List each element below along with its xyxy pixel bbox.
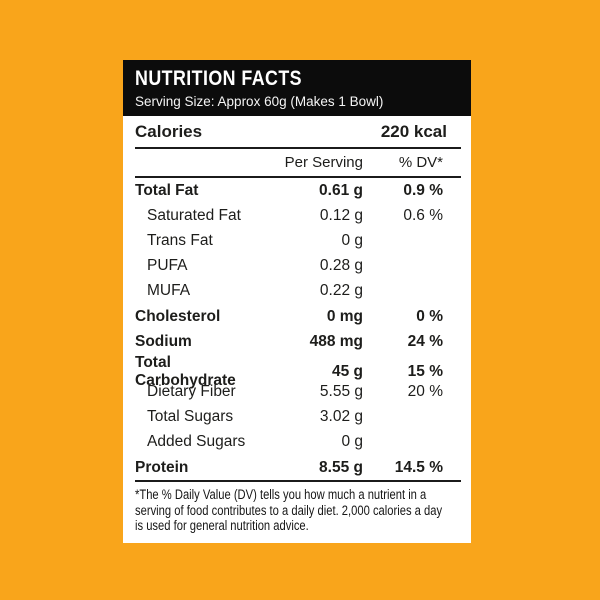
table-row: Cholesterol 0 mg 0 % [135,304,461,329]
nutrient-dv: 14.5 % [394,458,443,476]
table-row: MUFA 0.22 g [135,279,461,304]
nutrient-label: Dietary Fiber [147,383,236,401]
nutrient-label: Saturated Fat [147,206,241,224]
nutrient-label: MUFA [147,282,191,300]
nutrient-amount: 0.28 g [319,257,363,275]
nutrient-label: Total Carbohydrate [135,354,236,390]
nutrient-label: Trans Fat [147,231,213,249]
nutrient-amount: 3.02 g [319,408,363,426]
nutrient-label: PUFA [147,257,188,275]
nutrient-amount: 0 mg [326,307,363,325]
table-row: Added Sugars 0 g [135,430,461,455]
divider-above-footnote [135,480,461,483]
daily-value-footnote: *The % Daily Value (DV) tells you how mu… [135,482,462,534]
calories-value: 220 kcal [380,121,447,141]
nutrient-amount: 0.22 g [319,282,363,300]
nutrient-amount: 488 mg [309,332,363,350]
table-row: PUFA 0.28 g [135,254,461,279]
table-row: Total Carbohydrate 45 g 15 % [135,354,461,389]
nutrient-amount: 0 g [341,231,363,249]
divider-under-calories [135,147,461,149]
table-row: Total Fat 0.61 g 0.9 % [135,178,461,203]
nutrient-label: Sodium [135,332,192,350]
table-row: Sodium 488 mg 24 % [135,329,461,354]
column-header-dv: % DV* [398,154,443,171]
label-content: Calories 220 kcal Per Serving % DV* Tota… [123,116,471,534]
nutrient-amount: 0.12 g [319,206,363,224]
footnote-line: is used for general nutrition advice. [135,518,309,534]
column-header-per-serving: Per Serving [284,154,363,171]
nutrient-dv: 15 % [407,363,443,381]
nutrient-amount: 8.55 g [319,458,363,476]
column-header-row: Per Serving % DV* [135,149,461,176]
nutrient-amount: 45 g [331,363,363,381]
nutrient-rows: Total Fat 0.61 g 0.9 % Saturated Fat 0.1… [135,178,461,480]
nutrient-dv: 24 % [407,332,443,350]
serving-size-text: Serving Size: Approx 60g (Makes 1 Bowl) [135,94,384,109]
footnote-line: *The % Daily Value (DV) tells you how mu… [135,487,427,503]
table-row: Total Sugars 3.02 g [135,405,461,430]
calories-label: Calories [135,121,203,141]
nutrient-dv: 0.6 % [403,206,443,224]
table-row: Dietary Fiber 5.55 g 20 % [135,380,461,405]
nutrition-facts-panel: NUTRITION FACTS Serving Size: Approx 60g… [123,60,471,543]
table-row: Protein 8.55 g 14.5 % [135,455,461,480]
divider-under-column-headers [135,176,461,178]
label-title: NUTRITION FACTS [135,67,303,90]
nutrient-dv: 0.9 % [403,181,443,199]
footnote-line: serving of food contributes to a daily d… [135,502,443,518]
table-row: Trans Fat 0 g [135,228,461,253]
nutrient-dv: 20 % [407,383,443,401]
nutrient-label: Total Sugars [147,408,234,426]
nutrient-amount: 0.61 g [319,181,363,199]
nutrient-amount: 0 g [341,433,363,451]
nutrient-label: Cholesterol [135,307,221,325]
nutrient-label: Protein [135,458,189,476]
nutrient-amount: 5.55 g [319,383,363,401]
label-header-bar: NUTRITION FACTS Serving Size: Approx 60g… [123,60,471,116]
calories-row: Calories 220 kcal [135,116,461,147]
nutrient-dv: 0 % [416,307,443,325]
nutrient-label: Added Sugars [147,433,246,451]
nutrient-label: Total Fat [135,181,199,199]
table-row: Saturated Fat 0.12 g 0.6 % [135,203,461,228]
